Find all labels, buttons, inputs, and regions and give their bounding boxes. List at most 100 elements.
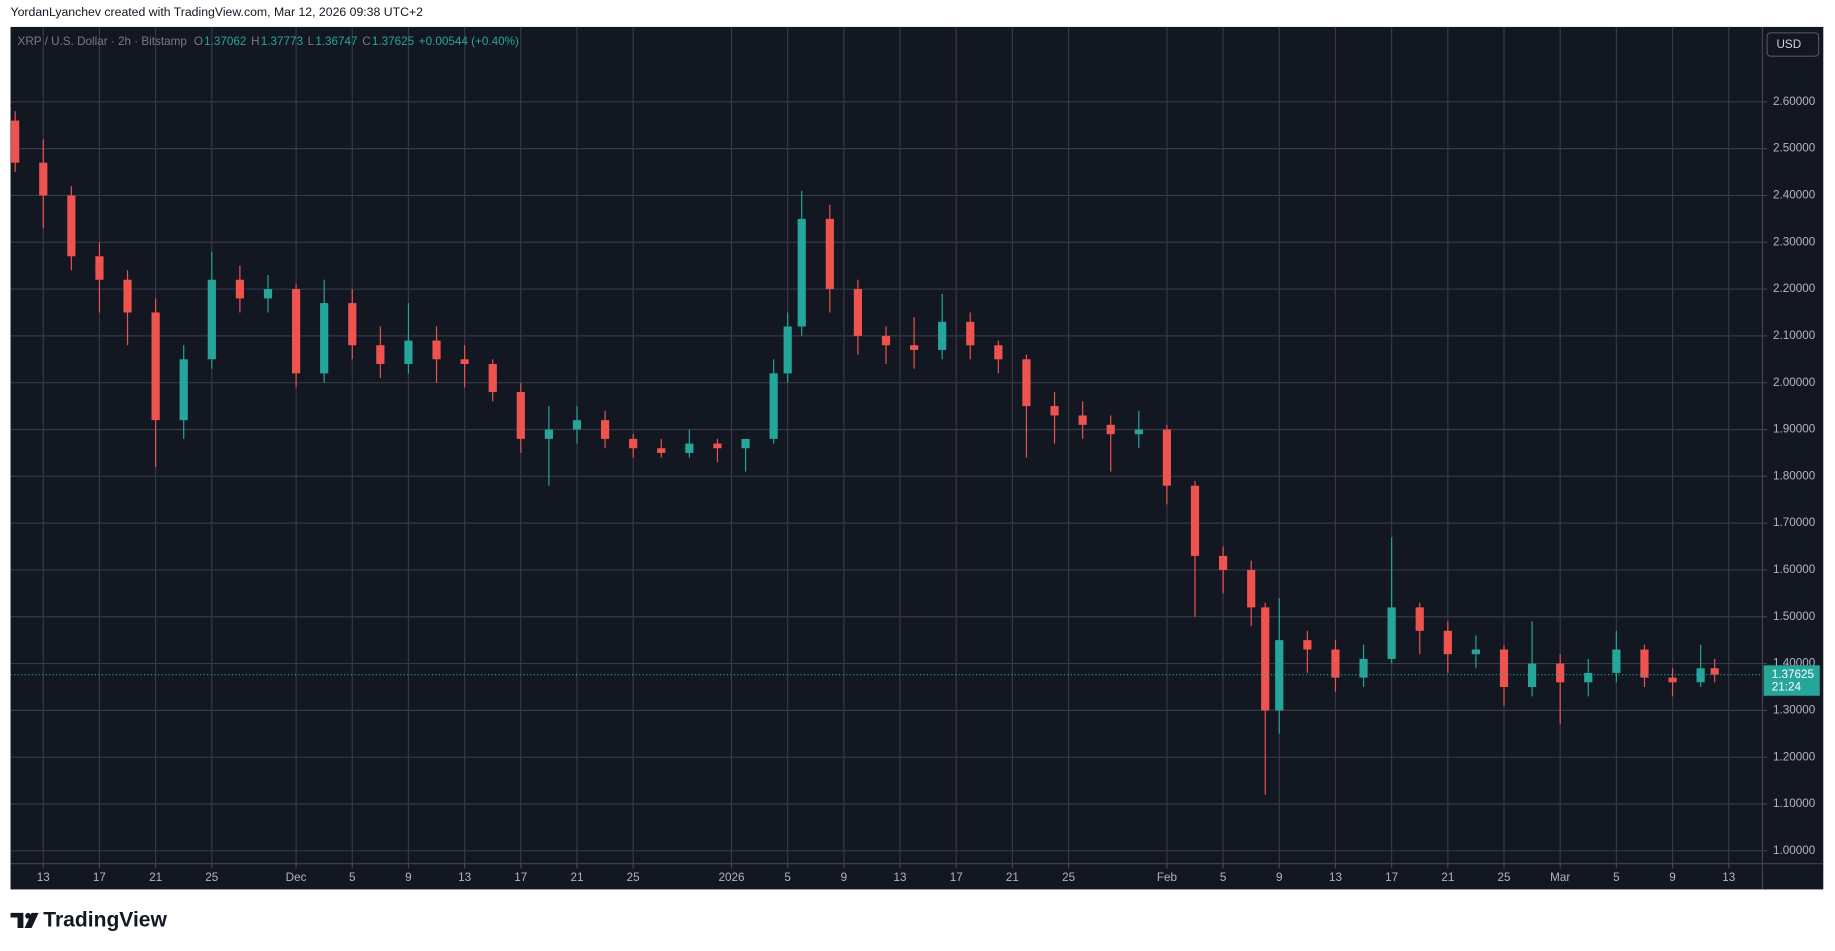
- y-tick-label: 1.50000: [1773, 610, 1816, 623]
- ohlc-key: C: [362, 35, 370, 48]
- y-tick-label: 1.80000: [1773, 469, 1816, 482]
- candle-body: [11, 120, 20, 163]
- countdown: 21:24: [1772, 681, 1802, 694]
- logo-icon: [10, 912, 24, 929]
- candle-body: [1162, 429, 1172, 486]
- y-tick-label: 1.20000: [1773, 750, 1816, 763]
- candle-body: [291, 289, 301, 374]
- logo-icon: [25, 912, 32, 919]
- ohlc-key: O: [194, 35, 203, 48]
- candle-body: [516, 392, 525, 439]
- x-tick-label: 21: [149, 871, 162, 884]
- y-tick-label: 1.00000: [1773, 844, 1816, 857]
- candle-body: [95, 256, 104, 280]
- x-tick-label: 17: [93, 871, 106, 884]
- x-tick-label: 9: [405, 871, 412, 884]
- candle-body: [1710, 668, 1719, 675]
- candle-body: [1696, 668, 1705, 683]
- candle-body: [769, 373, 778, 439]
- candle-body: [348, 303, 357, 346]
- header: YordanLyanchev created with TradingView.…: [11, 5, 424, 19]
- x-tick-label: 9: [1276, 871, 1283, 884]
- x-tick-label: Feb: [1157, 871, 1178, 884]
- x-tick-label: 13: [894, 871, 907, 884]
- x-tick-label: 9: [1669, 871, 1676, 884]
- candle-body: [1218, 555, 1228, 570]
- candle-body: [1078, 415, 1087, 425]
- candle-body: [67, 195, 76, 257]
- x-tick-label: 9: [841, 871, 848, 884]
- x-tick-label: 17: [1385, 871, 1398, 884]
- candle-body: [994, 345, 1003, 360]
- x-tick-label: 2026: [718, 871, 744, 884]
- candle-body: [853, 289, 863, 336]
- y-tick-label: 2.60000: [1773, 95, 1816, 108]
- candles: [11, 111, 1719, 795]
- y-tick-label: 2.50000: [1773, 142, 1816, 155]
- candle-body: [1050, 406, 1059, 416]
- y-tick-label: 1.70000: [1773, 516, 1816, 529]
- candle-body: [1261, 607, 1270, 711]
- ohlc-value: 1.36747: [315, 35, 357, 48]
- candle-body: [488, 363, 497, 393]
- candle-body: [151, 312, 160, 421]
- x-tick-label: 13: [1329, 871, 1342, 884]
- x-tick-label: 5: [784, 871, 791, 884]
- candle-body: [460, 359, 469, 364]
- candle-body: [1584, 672, 1593, 683]
- candle-body: [544, 429, 553, 439]
- candle-body: [1106, 424, 1115, 435]
- y-tick-label: 2.00000: [1773, 376, 1816, 389]
- logo-icon: [24, 912, 39, 929]
- candle-body: [1303, 640, 1312, 650]
- candle-body: [1134, 429, 1143, 435]
- y-tick-label: 1.10000: [1773, 797, 1816, 810]
- y-tick-label: 1.90000: [1773, 423, 1816, 436]
- brand-logo: TradingView: [10, 909, 168, 932]
- candle-body: [235, 279, 244, 299]
- x-tick-label: 25: [627, 871, 641, 884]
- x-tick-label: 21: [1006, 871, 1019, 884]
- candle-body: [966, 321, 975, 346]
- last-price-box: [1763, 665, 1820, 696]
- y-tick-label: 2.30000: [1773, 235, 1816, 248]
- candle-body: [263, 289, 273, 299]
- x-tick-label: 25: [1062, 871, 1076, 884]
- candle-body: [1247, 569, 1256, 608]
- ohlc-key: H: [251, 35, 259, 48]
- y-tick-label: 1.30000: [1773, 703, 1816, 716]
- ohlc-value: 1.37625: [372, 35, 415, 48]
- x-tick-label: 17: [514, 871, 527, 884]
- x-tick-label: 21: [1441, 871, 1454, 884]
- currency-button[interactable]: [1766, 32, 1820, 57]
- x-tick-label: 25: [205, 871, 219, 884]
- ohlc-legend: O 1.37062 H 1.37773 L 1.36747 C 1.37625: [194, 35, 415, 48]
- x-tick-label: 5: [349, 871, 356, 884]
- y-tick-label: 2.10000: [1773, 329, 1816, 342]
- candle-body: [1387, 607, 1396, 659]
- candle-body: [320, 303, 329, 374]
- chart-background: [10, 26, 1824, 890]
- candle-body: [572, 420, 582, 430]
- candle-body: [39, 162, 48, 196]
- candle-body: [713, 443, 722, 449]
- candle-body: [909, 345, 919, 350]
- candle-body: [629, 438, 638, 449]
- brand: TradingView: [43, 909, 167, 932]
- y-tick-label: 2.20000: [1773, 282, 1816, 295]
- candle-body: [1527, 663, 1537, 687]
- candle-body: [1359, 658, 1368, 678]
- x-tick-label: 13: [458, 871, 471, 884]
- candle-body: [1275, 640, 1284, 711]
- x-tick-label: 13: [37, 871, 50, 884]
- ohlc-key: L: [308, 35, 315, 48]
- last-price-label: 1.37625: [1772, 668, 1815, 681]
- candle-body: [1022, 359, 1031, 407]
- candle-body: [1190, 485, 1200, 556]
- candle-body: [741, 438, 750, 449]
- candle-body: [207, 279, 216, 360]
- ohlc-value: 1.37773: [261, 35, 303, 48]
- candle-body: [881, 335, 891, 346]
